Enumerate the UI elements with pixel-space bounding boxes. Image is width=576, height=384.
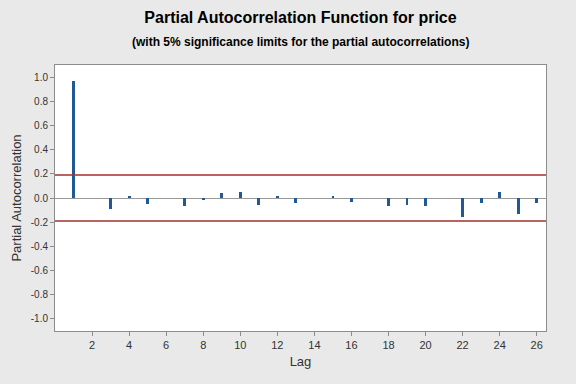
svg-text:22: 22: [456, 339, 468, 351]
svg-text:24: 24: [494, 339, 506, 351]
svg-text:Lag: Lag: [290, 354, 312, 369]
svg-text:Partial Autocorrelation Functi: Partial Autocorrelation Function for pri…: [144, 9, 456, 26]
svg-text:14: 14: [308, 339, 320, 351]
svg-text:-0.6: -0.6: [31, 265, 49, 276]
svg-text:-1.0: -1.0: [31, 313, 49, 324]
svg-text:12: 12: [271, 339, 283, 351]
svg-text:-0.8: -0.8: [31, 289, 49, 300]
svg-text:8: 8: [200, 339, 206, 351]
svg-text:18: 18: [382, 339, 394, 351]
svg-text:0.2: 0.2: [34, 168, 48, 179]
svg-text:Partial Autocorrelation: Partial Autocorrelation: [9, 134, 24, 261]
svg-text:2: 2: [89, 339, 95, 351]
svg-text:10: 10: [234, 339, 246, 351]
svg-text:-0.4: -0.4: [31, 241, 49, 252]
svg-text:(with 5% significance limits f: (with 5% significance limits for the par…: [132, 35, 469, 49]
svg-text:0.6: 0.6: [34, 120, 48, 131]
svg-text:16: 16: [345, 339, 357, 351]
svg-text:26: 26: [531, 339, 543, 351]
svg-text:0.0: 0.0: [34, 193, 48, 204]
svg-text:0.4: 0.4: [34, 144, 48, 155]
svg-text:6: 6: [163, 339, 169, 351]
svg-text:20: 20: [419, 339, 431, 351]
svg-text:4: 4: [126, 339, 132, 351]
svg-text:1.0: 1.0: [34, 72, 48, 83]
svg-text:0.8: 0.8: [34, 96, 48, 107]
svg-text:-0.2: -0.2: [31, 217, 49, 228]
